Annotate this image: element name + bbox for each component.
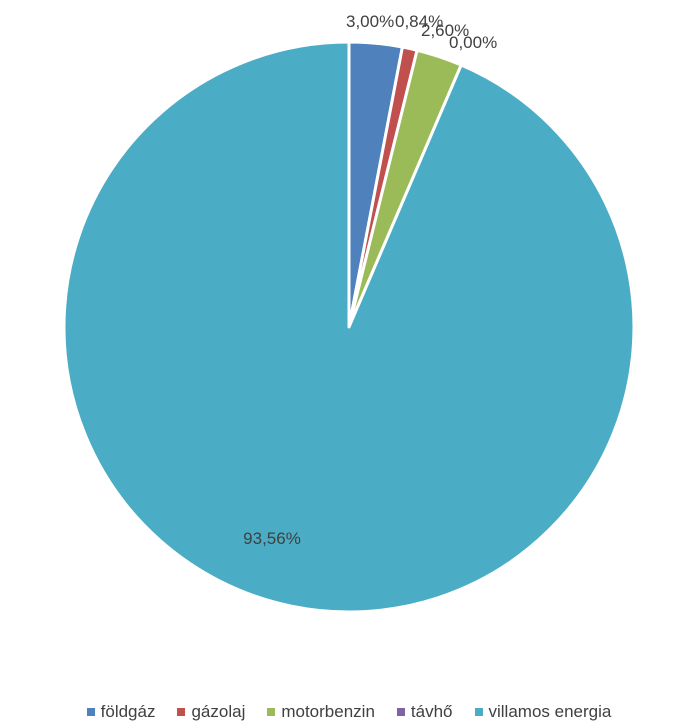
- legend-label: gázolaj: [191, 702, 245, 722]
- legend-item-gazolaj: gázolaj: [177, 702, 245, 722]
- legend-swatch: [397, 708, 405, 716]
- legend-item-villamos-energia: villamos energia: [475, 702, 612, 722]
- legend-label: motorbenzin: [281, 702, 375, 722]
- legend-label: villamos energia: [489, 702, 612, 722]
- legend-swatch: [475, 708, 483, 716]
- legend-item-tavho: távhő: [397, 702, 453, 722]
- legend-swatch: [267, 708, 275, 716]
- chart-legend: földgáz gázolaj motorbenzin távhő villamos e…: [0, 700, 698, 724]
- legend-swatch: [87, 708, 95, 716]
- legend-swatch: [177, 708, 185, 716]
- legend-label: távhő: [411, 702, 453, 722]
- data-label-tavho: 0,00%: [449, 33, 497, 52]
- pie-chart: 3,00% 0,84%2,60%0,00%93,56%: [0, 0, 698, 650]
- pie-slice-villamos-energia: [64, 42, 634, 612]
- data-label-foldgaz: 3,00%: [346, 12, 394, 31]
- legend-label: földgáz: [101, 702, 156, 722]
- data-label-villamos-energia: 93,56%: [243, 529, 301, 548]
- legend-item-motorbenzin: motorbenzin: [267, 702, 375, 722]
- pie-slices: [64, 42, 634, 612]
- legend-item-foldgaz: földgáz: [87, 702, 156, 722]
